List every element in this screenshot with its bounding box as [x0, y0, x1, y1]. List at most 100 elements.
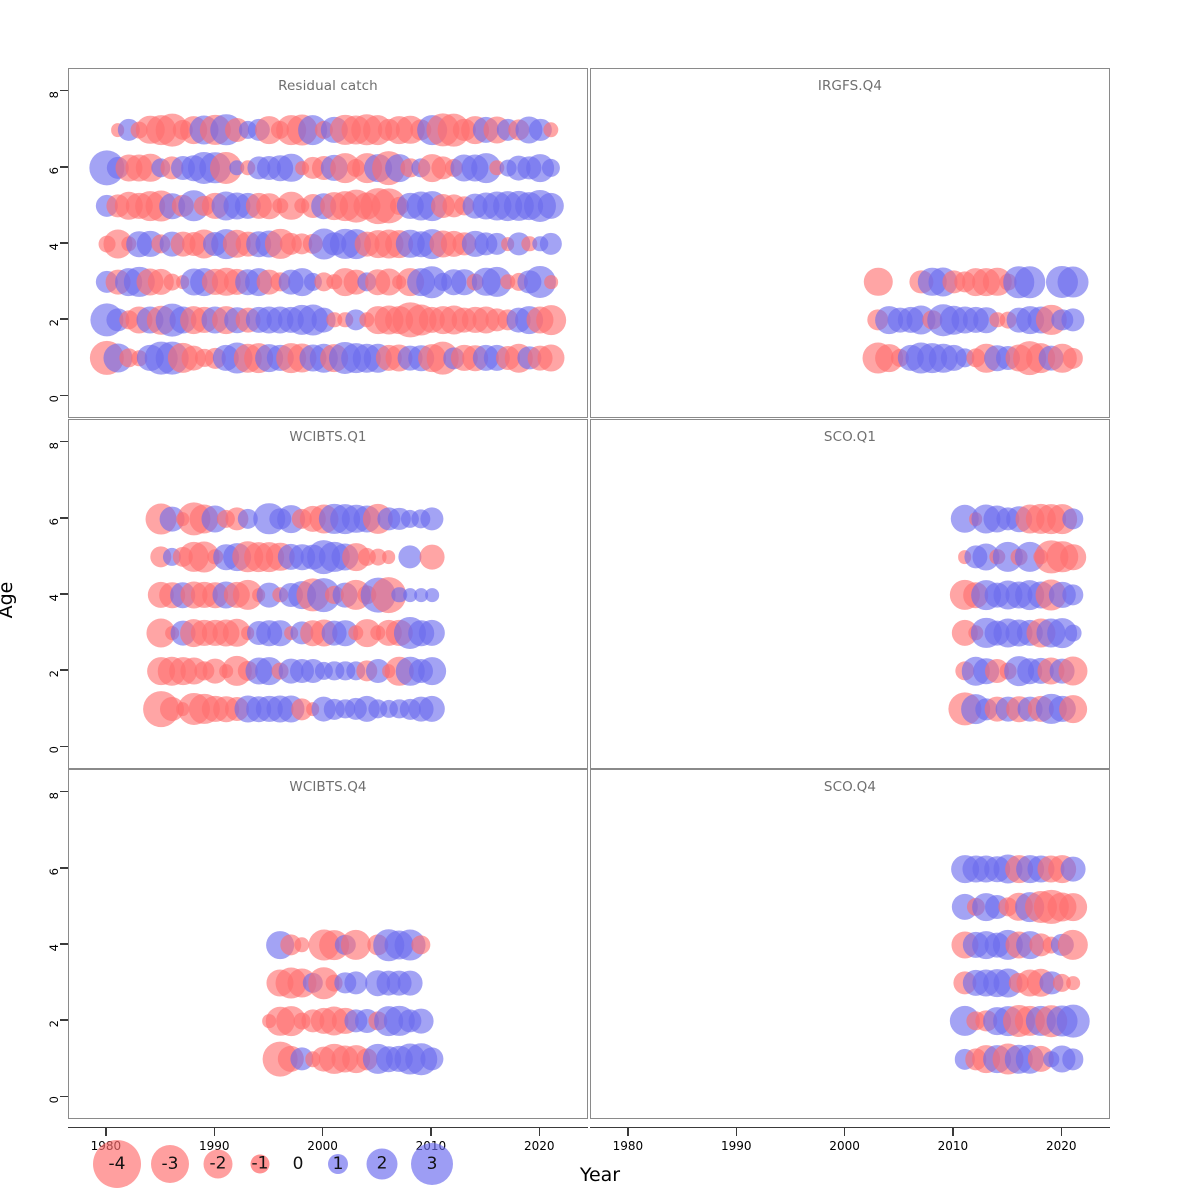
- residual-bubble: [414, 588, 428, 602]
- residual-bubble: [397, 970, 423, 996]
- y-axis-label: Age: [0, 581, 17, 619]
- residual-bubble: [420, 507, 444, 531]
- x-axis-line: [590, 1127, 1110, 1129]
- residual-bubble: [1066, 976, 1080, 990]
- y-tick-mark: [60, 1019, 68, 1021]
- legend-item: 2: [366, 1148, 398, 1180]
- residual-bubble: [381, 550, 396, 564]
- y-tick-mark: [60, 242, 68, 244]
- residual-bubble: [536, 305, 566, 335]
- residual-bubble: [1059, 893, 1087, 921]
- residual-bubble: [539, 232, 563, 256]
- residual-bubble: [340, 929, 372, 961]
- x-tick-mark: [735, 1128, 737, 1136]
- x-tick-label: 1980: [612, 1139, 644, 1153]
- x-tick-mark: [952, 1128, 954, 1136]
- plot-area: [591, 770, 1109, 1118]
- y-tick-label: 6: [47, 166, 61, 175]
- legend-bubble: [151, 1145, 189, 1183]
- y-tick-mark: [60, 318, 68, 320]
- residual-bubble: [425, 588, 439, 602]
- x-tick-mark: [213, 1128, 215, 1136]
- y-tick-mark: [60, 791, 68, 793]
- legend-item: -2: [203, 1149, 233, 1179]
- residual-bubble: [1058, 656, 1088, 686]
- residual-bubble: [391, 587, 408, 603]
- legend-bubble: [250, 1154, 270, 1174]
- legend-label: -2: [209, 1153, 227, 1174]
- residual-bubble: [1056, 1004, 1090, 1038]
- x-axis-label: Year: [579, 1164, 621, 1186]
- residual-bubble: [418, 657, 446, 685]
- legend-bubble: [366, 1148, 398, 1180]
- residual-bubble: [1062, 508, 1084, 530]
- legend-label: 1: [332, 1153, 344, 1174]
- y-tick-label: 0: [47, 395, 61, 403]
- legend-bubble: [328, 1154, 348, 1174]
- y-tick-mark: [60, 593, 68, 595]
- legend-label: -4: [108, 1153, 126, 1174]
- plot-area: [69, 69, 587, 417]
- legend-item: -1: [250, 1154, 270, 1174]
- residual-bubble: [544, 275, 558, 289]
- y-tick-label: 2: [47, 670, 61, 678]
- legend-bubble: [203, 1149, 233, 1179]
- residual-bubble: [537, 344, 565, 372]
- legend-item: -3: [151, 1145, 189, 1183]
- y-tick-label: 6: [47, 517, 61, 526]
- panel-wcibts-q1: WCIBTS.Q1: [68, 419, 588, 769]
- residual-bubble: [1062, 584, 1084, 606]
- residual-bubble: [1057, 266, 1089, 298]
- residual-bubble: [418, 695, 446, 723]
- legend-label: -3: [161, 1153, 179, 1174]
- residual-bubble: [1014, 266, 1046, 298]
- y-tick-label: 4: [47, 243, 61, 251]
- y-tick-mark: [60, 1095, 68, 1097]
- y-tick-mark: [60, 669, 68, 671]
- residual-bubble: [1064, 624, 1082, 642]
- residual-bubble: [294, 937, 310, 953]
- residual-bubble: [398, 545, 422, 569]
- x-tick-label: 2020: [1045, 1139, 1077, 1153]
- residual-bubble: [408, 1008, 434, 1034]
- x-tick-mark: [1060, 1128, 1062, 1136]
- y-tick-label: 8: [47, 90, 61, 99]
- size-legend: -4 -3 -2 -1 0 1 2 3: [60, 1136, 520, 1192]
- residual-bubble: [537, 192, 565, 220]
- legend-bubble: [411, 1143, 453, 1185]
- residual-bubble: [1060, 544, 1086, 570]
- y-tick-label: 4: [47, 944, 61, 952]
- legend-label: 3: [426, 1153, 438, 1174]
- x-tick-label: 1990: [720, 1139, 752, 1153]
- residual-bubble: [237, 508, 258, 530]
- residual-bubble: [1062, 347, 1084, 369]
- y-tick-mark: [60, 394, 68, 396]
- legend-item: 3: [411, 1143, 453, 1185]
- residual-bubble: [403, 588, 418, 602]
- legend-item: -4: [93, 1140, 141, 1188]
- residual-bubble: [1062, 1048, 1084, 1070]
- y-tick-mark: [60, 517, 68, 519]
- y-tick-label: 4: [47, 594, 61, 602]
- panel-sco-q1: SCO.Q1: [590, 419, 1110, 769]
- panel-wcibts-q4: WCIBTS.Q4: [68, 769, 588, 1119]
- residual-bubble: [411, 935, 431, 955]
- residual-bubble: [419, 544, 445, 570]
- y-tick-mark: [60, 166, 68, 168]
- legend-bubble: [93, 1140, 141, 1188]
- residual-bubble: [420, 1047, 444, 1071]
- panel-residual-catch: Residual catch: [68, 68, 588, 418]
- x-tick-mark: [627, 1128, 629, 1136]
- residual-bubble: [1060, 856, 1086, 882]
- y-tick-label: 0: [47, 746, 61, 754]
- plot-area: [69, 770, 587, 1118]
- plot-area: [591, 69, 1109, 417]
- x-tick-mark: [430, 1128, 432, 1136]
- y-tick-mark: [60, 745, 68, 747]
- residual-bubble: [1059, 695, 1087, 723]
- residual-bubble: [344, 971, 368, 995]
- x-tick-label: 2000: [307, 1139, 338, 1153]
- residual-bubble: [1057, 929, 1089, 961]
- y-tick-label: 2: [47, 1020, 61, 1028]
